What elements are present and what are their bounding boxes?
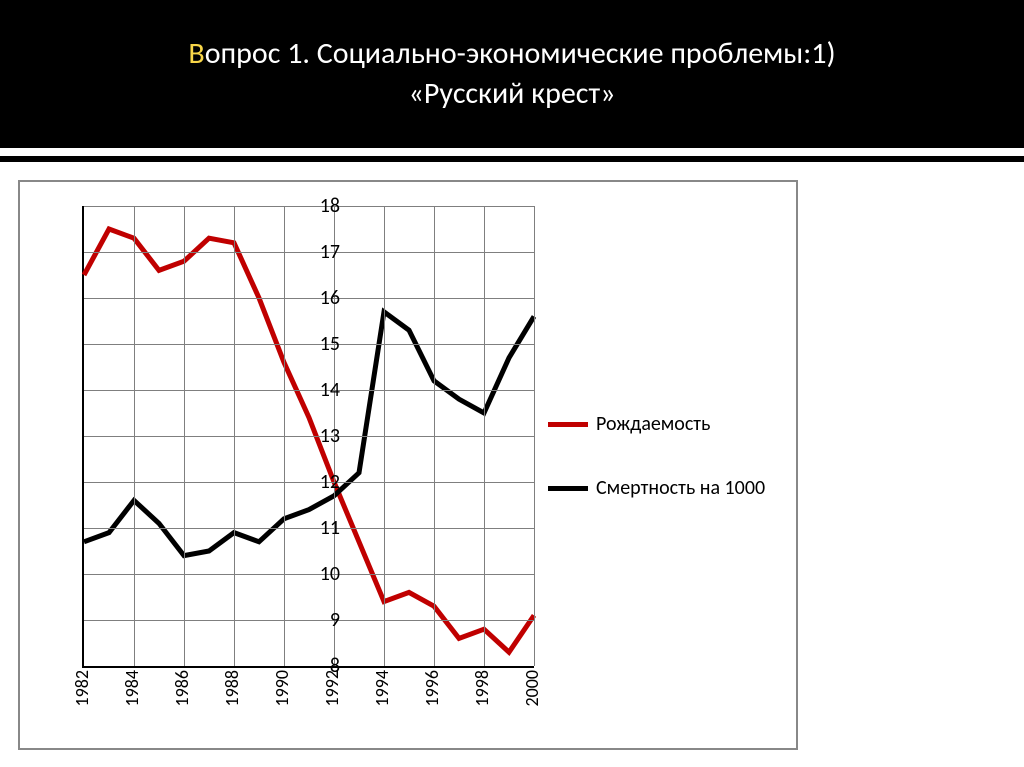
x-tick-label: 1994 bbox=[371, 670, 393, 707]
grid-line-vertical bbox=[134, 206, 135, 666]
legend-label: Рождаемость bbox=[596, 412, 710, 436]
y-tick-label: 11 bbox=[300, 516, 340, 540]
y-tick-label: 18 bbox=[300, 194, 340, 218]
x-tick-label: 1996 bbox=[421, 670, 443, 707]
x-tick-label: 1986 bbox=[171, 670, 193, 707]
slide-title-line2: «Русский крест» bbox=[409, 74, 616, 115]
chart-legend: Рождаемость Смертность на 1000 bbox=[548, 412, 768, 540]
y-tick-label: 10 bbox=[300, 562, 340, 586]
y-tick-label: 17 bbox=[300, 240, 340, 264]
y-tick-label: 13 bbox=[300, 424, 340, 448]
header-underline-strip bbox=[0, 156, 1024, 162]
russian-cross-chart: 89101112131415161718 1982198419861988199… bbox=[18, 180, 798, 750]
legend-label: Смертность на 1000 bbox=[596, 476, 765, 500]
grid-line-vertical bbox=[234, 206, 235, 666]
title-highlight-letter: В bbox=[188, 35, 204, 72]
grid-line-vertical bbox=[534, 206, 535, 666]
y-tick-label: 16 bbox=[300, 286, 340, 310]
legend-item: Рождаемость bbox=[548, 412, 768, 436]
slide-header: Вопрос 1. Социально-экономические пробле… bbox=[0, 0, 1024, 148]
x-tick-label: 1988 bbox=[221, 670, 243, 707]
grid-line-vertical bbox=[434, 206, 435, 666]
y-tick-label: 15 bbox=[300, 332, 340, 356]
grid-line-vertical bbox=[384, 206, 385, 666]
grid-line-vertical bbox=[184, 206, 185, 666]
x-tick-label: 1998 bbox=[471, 670, 493, 707]
x-tick-label: 1984 bbox=[121, 670, 143, 707]
slide-title-line1: Вопрос 1. Социально-экономические пробле… bbox=[188, 34, 835, 75]
y-tick-label: 9 bbox=[300, 608, 340, 632]
title-line1-rest: опрос 1. Социально-экономические проблем… bbox=[205, 35, 836, 72]
x-tick-label: 2000 bbox=[521, 670, 543, 707]
y-tick-label: 12 bbox=[300, 470, 340, 494]
legend-swatch bbox=[548, 422, 588, 427]
x-tick-label: 1992 bbox=[321, 670, 343, 707]
x-tick-label: 1990 bbox=[271, 670, 293, 707]
legend-swatch bbox=[548, 486, 588, 491]
x-tick-label: 1982 bbox=[71, 670, 93, 707]
grid-line-vertical bbox=[284, 206, 285, 666]
y-tick-label: 14 bbox=[300, 378, 340, 402]
legend-item: Смертность на 1000 bbox=[548, 476, 768, 500]
grid-line-vertical bbox=[484, 206, 485, 666]
